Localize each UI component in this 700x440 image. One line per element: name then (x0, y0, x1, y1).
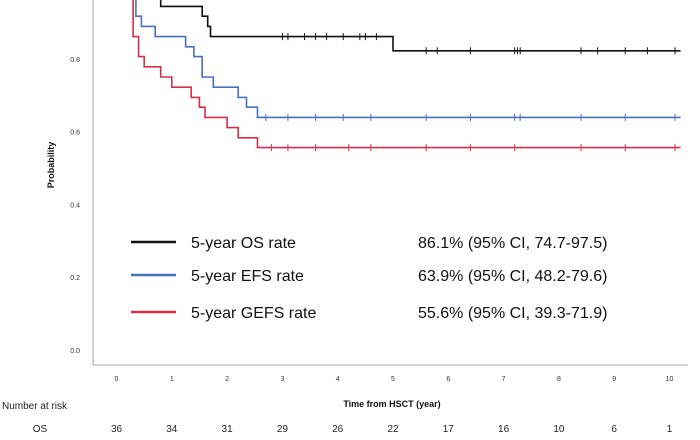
x-tick-label: 10 (666, 376, 674, 383)
x-tick-labels: 0 1 2 3 4 5 6 7 8 9 10 (115, 376, 674, 383)
x-axis-label: Time from HSCT (year) (343, 399, 440, 409)
risk-count: 31 (222, 424, 234, 435)
survival-curve-line (135, 0, 681, 119)
legend-series-name: 5-year EFS rate (191, 268, 304, 285)
legend-series-name: 5-year GEFS rate (191, 305, 316, 322)
y-tick-label: 0.6 (70, 130, 80, 137)
risk-count: 26 (332, 424, 344, 435)
x-tick-label: 8 (557, 376, 561, 383)
y-tick-labels: 0.0 0.2 0.4 0.6 0.8 (70, 57, 80, 355)
risk-count: 1 (667, 424, 673, 435)
legend: 5-year OS rate 86.1% (95% CI, 74.7-97.5) 5… (131, 235, 607, 322)
risk-count: 29 (277, 424, 289, 435)
x-tick-label: 4 (336, 376, 340, 383)
risk-count: 6 (611, 424, 617, 435)
survival-curve-line (159, 0, 681, 52)
y-tick-label: 0.4 (70, 202, 80, 209)
survival-curve-line (132, 0, 681, 149)
y-tick-label: 0.2 (70, 275, 80, 282)
x-tick-label: 5 (391, 376, 395, 383)
risk-count: 16 (498, 424, 510, 435)
x-tick-label: 2 (225, 376, 229, 383)
legend-series-stat: 63.9% (95% CI, 48.2-79.6) (418, 268, 607, 285)
x-tick-label: 3 (280, 376, 284, 383)
risk-table-header: Number at risk (2, 401, 68, 412)
risk-count: 17 (443, 424, 455, 435)
y-tick-label: 0.8 (70, 57, 80, 64)
risk-count: 36 (111, 424, 123, 435)
survival-curves (132, 0, 681, 152)
x-tick-label: 0 (115, 376, 119, 383)
plot-axes (92, 0, 688, 366)
risk-count: 10 (553, 424, 565, 435)
x-tick-label: 1 (170, 376, 174, 383)
legend-series-stat: 55.6% (95% CI, 39.3-71.9) (418, 305, 607, 322)
y-tick-label: 0.0 (70, 348, 80, 355)
risk-row-label: OS (33, 424, 48, 435)
x-tick-label: 7 (502, 376, 506, 383)
x-tick-label: 6 (446, 376, 450, 383)
x-tick-label: 9 (612, 376, 616, 383)
risk-count: 34 (166, 424, 178, 435)
risk-count: 22 (387, 424, 399, 435)
legend-series-name: 5-year OS rate (191, 235, 296, 252)
risk-table: OS 36 34 31 29 26 22 17 16 10 6 1 (33, 424, 673, 435)
legend-series-stat: 86.1% (95% CI, 74.7-97.5) (418, 235, 607, 252)
y-axis-label: Probability (46, 142, 56, 189)
